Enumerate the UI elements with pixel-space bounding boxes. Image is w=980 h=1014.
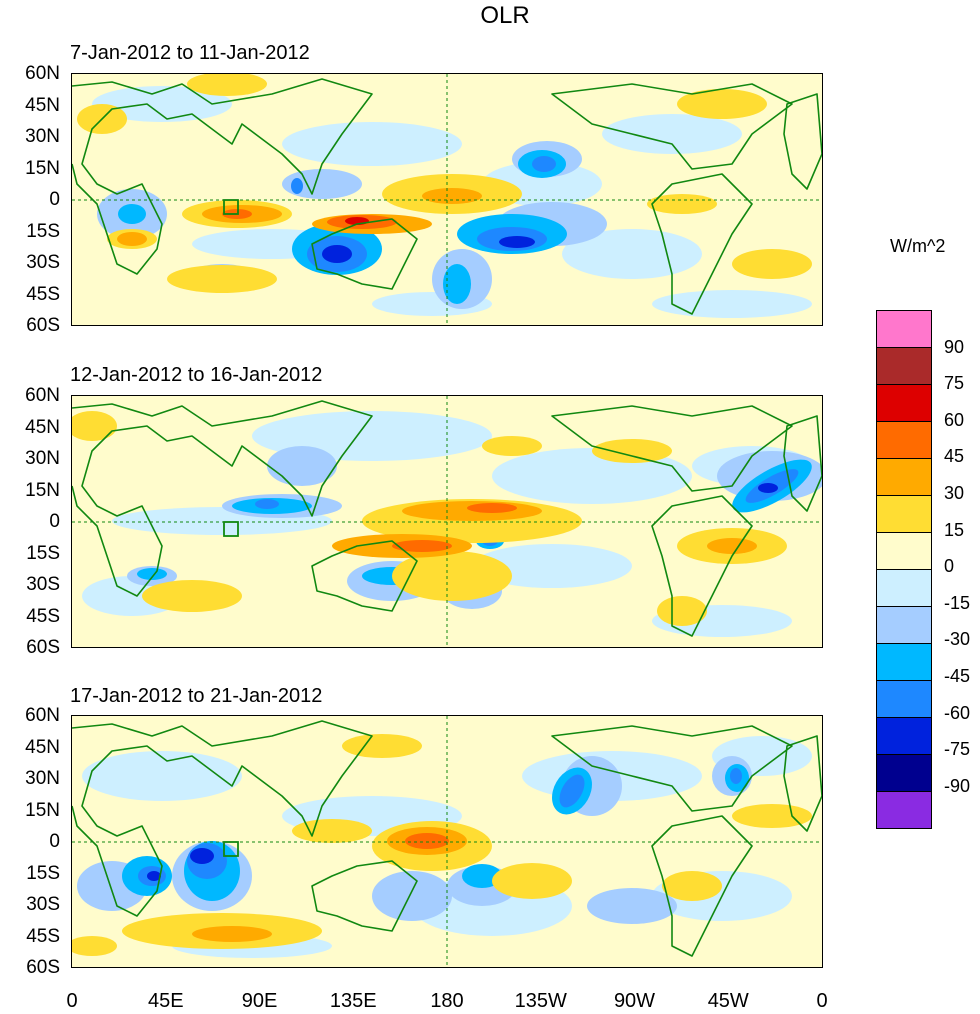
- color-bar-label: 90: [944, 336, 965, 357]
- lon-label: 45E: [147, 990, 184, 1012]
- lat-label: 15N: [25, 479, 60, 501]
- lon-label: 90E: [241, 990, 278, 1012]
- color-bar-swatch: [876, 606, 932, 643]
- color-bar-swatch: [876, 310, 932, 347]
- color-bar-label: -75: [944, 739, 971, 760]
- color-bar-label: 0: [944, 556, 955, 577]
- panel-1-title: 7-Jan-2012 to 11-Jan-2012: [70, 42, 310, 64]
- lon-label: 0: [66, 990, 78, 1012]
- color-bar-label: -60: [944, 702, 971, 723]
- lat-label: 60N: [25, 705, 60, 726]
- lat-label: 60S: [26, 637, 60, 658]
- lat-label: 15S: [26, 862, 60, 884]
- lat-label: 30S: [26, 894, 60, 915]
- lat-label: 30S: [26, 574, 60, 595]
- color-bar-swatch: [876, 347, 932, 384]
- lat-label: 45N: [25, 94, 60, 116]
- lat-label: 60N: [25, 385, 60, 406]
- color-bar-label: 60: [944, 409, 965, 430]
- panel-3-map: [72, 716, 822, 968]
- lat-label: 45N: [25, 736, 60, 758]
- panel-2-title: 12-Jan-2012 to 16-Jan-2012: [70, 364, 323, 386]
- lon-label: 135E: [329, 990, 377, 1012]
- panel-2-map: [72, 396, 822, 648]
- lat-label: 15N: [25, 799, 60, 821]
- color-bar-swatch: [876, 643, 932, 680]
- lon-label: 90W: [613, 990, 656, 1012]
- color-bar-swatch: [876, 384, 932, 421]
- lat-label: 30N: [25, 768, 60, 789]
- panel-1-map: [72, 74, 822, 326]
- lat-label: 0: [49, 511, 60, 532]
- color-bar-swatch: [876, 754, 932, 791]
- lat-label: 15S: [26, 542, 60, 564]
- color-bar-swatch: [876, 717, 932, 754]
- units-label: W/m^2: [890, 236, 946, 256]
- lat-label: 45S: [26, 605, 60, 627]
- lat-label: 45S: [26, 925, 60, 947]
- lat-label: 45N: [25, 416, 60, 438]
- lat-label: 30N: [25, 448, 60, 469]
- lon-label: 0: [816, 990, 828, 1012]
- lat-label: 0: [49, 831, 60, 852]
- lat-label: 60S: [26, 315, 60, 336]
- color-bar-label: -45: [944, 666, 971, 686]
- lat-label: 15S: [26, 220, 60, 242]
- lon-label: 180: [430, 990, 464, 1012]
- lat-label: 30N: [25, 126, 60, 147]
- color-bar-label: 15: [944, 519, 965, 540]
- color-bar-label: -30: [944, 629, 971, 650]
- color-bar: [876, 310, 932, 829]
- color-bar-label: 75: [944, 373, 965, 394]
- lat-label: 15N: [25, 157, 60, 179]
- color-bar-swatch: [876, 569, 932, 606]
- color-bar-label: -90: [944, 775, 971, 796]
- chart-title: OLR: [480, 2, 530, 29]
- lat-label: 60N: [25, 63, 60, 84]
- color-bar-swatch: [876, 458, 932, 495]
- color-bar-swatch: [876, 495, 932, 532]
- color-bar-swatch: [876, 680, 932, 717]
- color-bar-label: 45: [944, 446, 965, 467]
- panel-3-title: 17-Jan-2012 to 21-Jan-2012: [70, 685, 323, 707]
- color-bar-swatch: [876, 791, 932, 829]
- color-bar-label: 30: [944, 483, 965, 503]
- lon-label: 135W: [514, 990, 567, 1012]
- color-bar-label: -15: [944, 592, 971, 613]
- lat-label: 0: [49, 189, 60, 210]
- lat-label: 45S: [26, 283, 60, 305]
- lat-label: 30S: [26, 252, 60, 273]
- color-bar-swatch: [876, 532, 932, 569]
- lon-label: 45W: [707, 990, 749, 1012]
- lat-label: 60S: [26, 957, 60, 978]
- color-bar-swatch: [876, 421, 932, 458]
